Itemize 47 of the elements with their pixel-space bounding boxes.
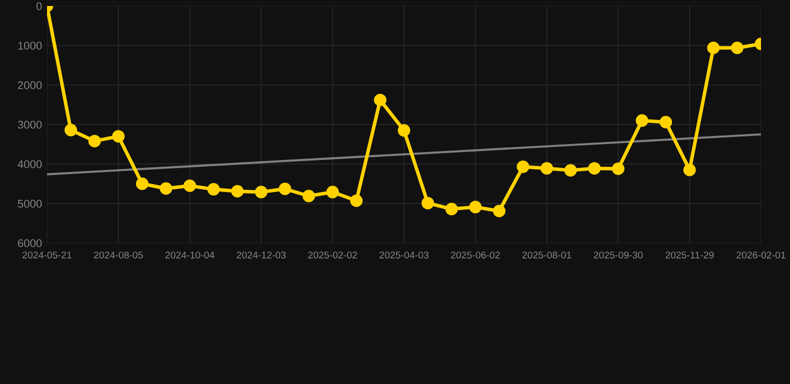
- point: [374, 94, 386, 106]
- y-tick-label: 5000: [18, 200, 42, 208]
- point: [326, 186, 339, 198]
- x-tick-label: 2025-06-02: [451, 252, 500, 258]
- point: [231, 185, 244, 198]
- point: [492, 204, 506, 218]
- x-tick-label: 2026-02-01: [736, 252, 786, 258]
- point: [398, 124, 410, 137]
- x-tick-label: 2025-04-03: [380, 252, 428, 258]
- x-tick-label: 2025-11-29: [666, 252, 714, 258]
- point: [64, 124, 78, 136]
- point: [184, 179, 196, 192]
- x-tick-label: 2024-08-05: [94, 252, 143, 258]
- y-tick-label: 0: [36, 2, 42, 10]
- point: [707, 42, 720, 54]
- point: [254, 186, 268, 198]
- y-tick-label: 2000: [18, 81, 42, 90]
- y-tick-label: 1000: [18, 42, 42, 50]
- x-tick-label: 2024-10-04: [165, 252, 214, 258]
- x-tick-label: 2025-08-01: [522, 252, 572, 258]
- point: [612, 162, 624, 175]
- y-tick-label: 6000: [18, 239, 42, 248]
- point: [302, 190, 316, 202]
- x-tick-label: 2024-12-03: [236, 252, 286, 258]
- point: [469, 200, 482, 214]
- point: [112, 130, 125, 143]
- y-tick-label: 3000: [18, 120, 42, 129]
- point: [207, 183, 220, 196]
- point: [445, 202, 458, 216]
- point: [136, 178, 148, 190]
- point: [350, 194, 363, 207]
- point: [160, 182, 172, 195]
- point: [422, 196, 434, 210]
- point: [683, 164, 696, 176]
- point: [278, 182, 292, 196]
- point: [730, 42, 744, 54]
- x-tick-label: 2024-05-21: [22, 252, 72, 258]
- x-tick-label: 2025-02-02: [308, 252, 357, 258]
- point: [88, 134, 101, 148]
- point: [588, 162, 601, 175]
- point: [660, 116, 672, 128]
- point: [636, 114, 648, 127]
- point: [540, 162, 554, 175]
- x-tick-label: 2025-09-30: [594, 252, 643, 258]
- y-tick-label: 4000: [18, 160, 42, 168]
- point: [564, 164, 577, 177]
- point: [516, 160, 530, 174]
